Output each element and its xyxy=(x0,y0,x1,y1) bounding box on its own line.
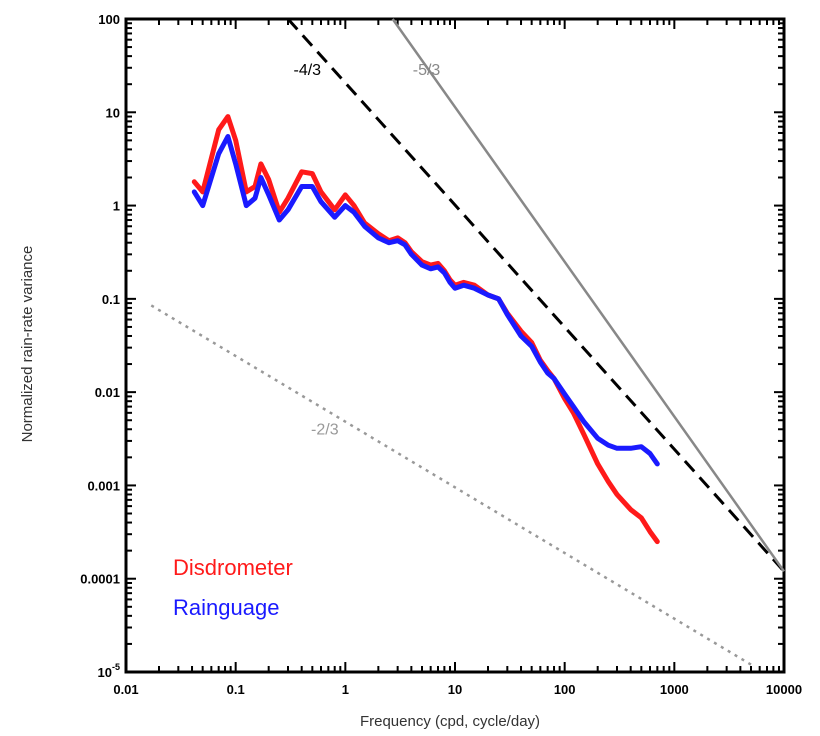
y-axis-title: Normalized rain-rate variance xyxy=(19,246,36,443)
x-tick-label: 0.1 xyxy=(227,682,245,697)
reference-line xyxy=(286,17,786,573)
legend-entry: Rainguage xyxy=(173,595,279,620)
y-tick-label: 0.001 xyxy=(87,478,120,493)
y-tick-label: 10-5 xyxy=(98,662,120,680)
legend-entry: Disdrometer xyxy=(173,555,293,580)
data-series xyxy=(191,114,660,545)
y-tick-label: 0.0001 xyxy=(80,572,120,587)
axis-tick-labels: 0.01 0.1 1 10 100 1000 10000 10-5 0.0001 0.001 0.0… xyxy=(80,12,802,697)
y-tick-label: 0.1 xyxy=(102,292,120,307)
y-tick-label: 10 xyxy=(106,105,120,120)
legend: Disdrometer Rainguage xyxy=(173,555,293,620)
x-tick-label: 10000 xyxy=(766,682,802,697)
reference-line-label: -5/3 xyxy=(413,62,441,79)
x-tick-label: 100 xyxy=(554,682,576,697)
y-tick-label: 100 xyxy=(98,12,120,27)
reference-line-label: -2/3 xyxy=(311,422,339,439)
series-line xyxy=(191,114,660,545)
x-axis-title: Frequency (cpd, cycle/day) xyxy=(360,713,540,730)
x-tick-label: 1 xyxy=(342,682,349,697)
y-tick-label: 0.01 xyxy=(95,385,120,400)
reference-lines: -4/3 -5/3 -2/3 xyxy=(150,17,786,666)
x-tick-label: 1000 xyxy=(660,682,689,697)
axis-ticks xyxy=(126,19,784,672)
x-tick-label: 10 xyxy=(448,682,462,697)
series-line xyxy=(191,134,660,467)
y-tick-label: 1 xyxy=(113,199,120,214)
reference-line-label: -4/3 xyxy=(294,62,322,79)
x-tick-label: 0.01 xyxy=(113,682,138,697)
reference-line xyxy=(391,18,786,573)
